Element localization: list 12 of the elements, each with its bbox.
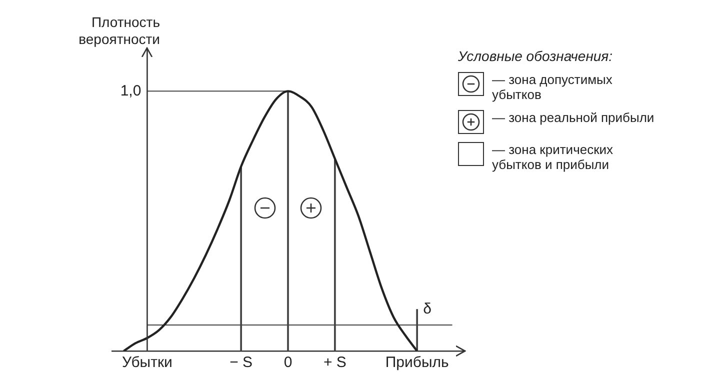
text: Условные обозначения: — [458, 48, 614, 64]
x-tick-label: − S — [230, 354, 253, 372]
x-tick-label: Убытки — [122, 354, 172, 372]
annotation: 1,0 — [120, 82, 142, 100]
x-tick-label: Прибыль — [385, 354, 449, 372]
annotation: δ — [423, 300, 432, 318]
x-tick-label: 0 — [284, 354, 292, 372]
text: — зона допустимых убытков — [492, 72, 614, 102]
text: — зона реальной прибыли — [492, 110, 656, 125]
text: — зона критических убытков и прибыли — [492, 142, 614, 172]
x-tick-label: + S — [323, 354, 346, 372]
y-axis-title: Плотность вероятности — [78, 14, 160, 48]
